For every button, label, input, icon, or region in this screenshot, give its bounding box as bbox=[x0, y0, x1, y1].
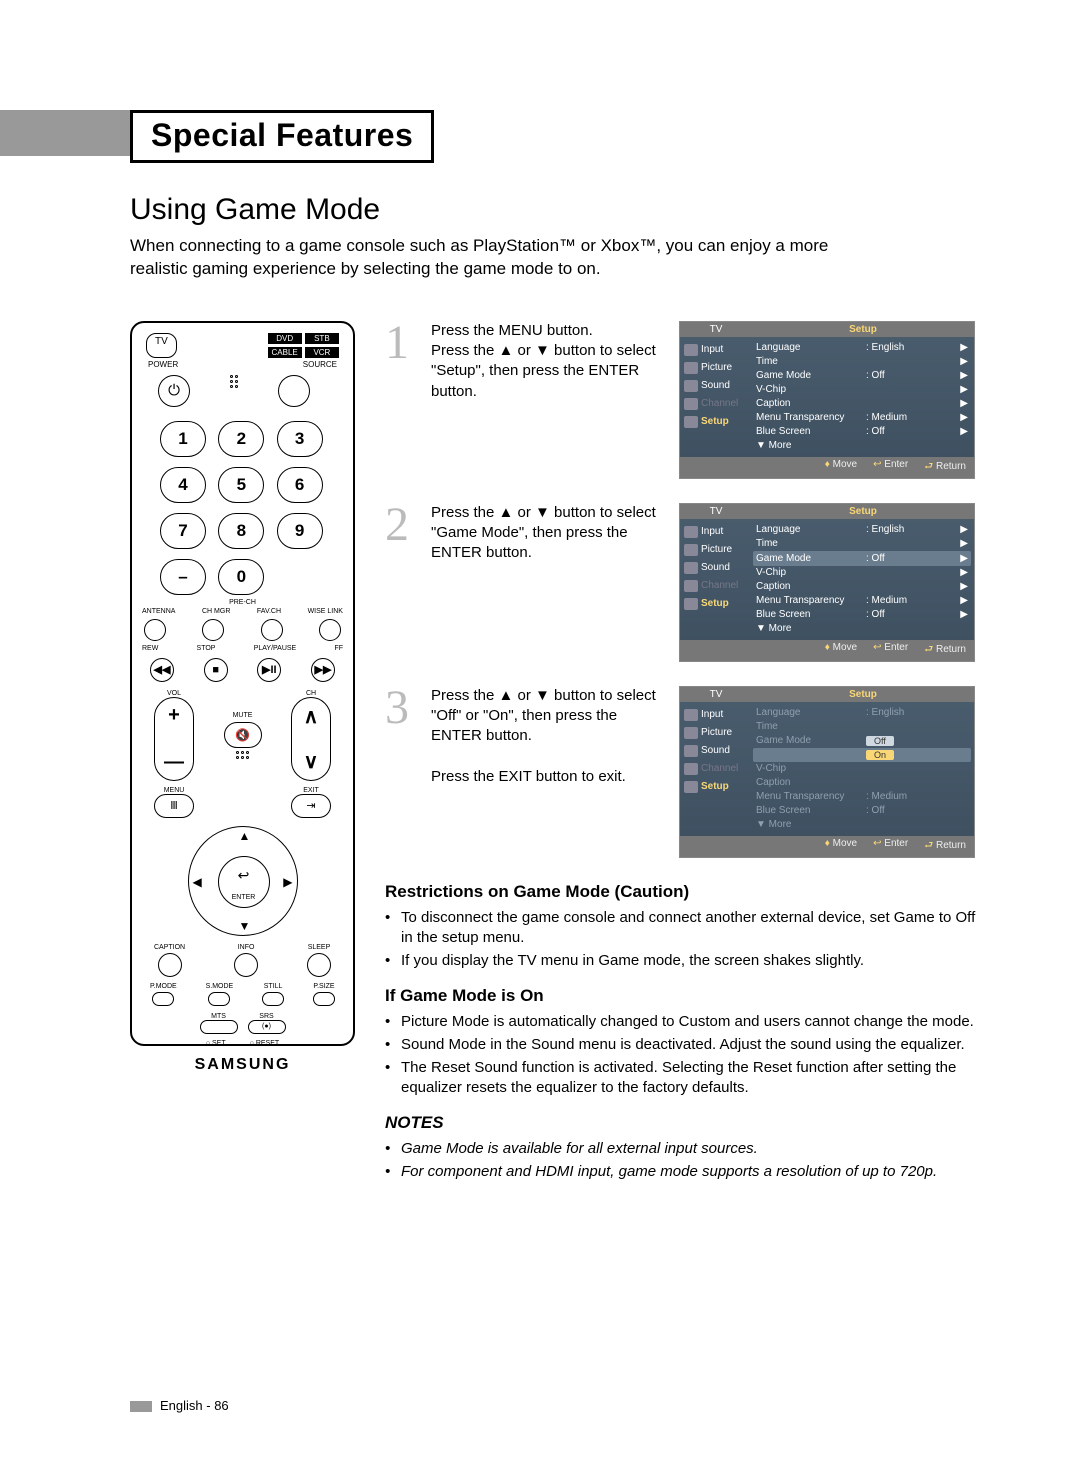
dpad: ▲▼◀▶ ENTER bbox=[188, 826, 298, 936]
exit-button: ⇥ bbox=[291, 794, 331, 818]
mute-button: 🔇 bbox=[224, 722, 262, 748]
step-text: Press the ▲ or ▼ button to select "Off" … bbox=[431, 686, 661, 858]
mode-grid: DVD STB CABLE VCR bbox=[268, 333, 339, 358]
tv-chip: TV bbox=[146, 333, 177, 358]
power-button: ⏻ bbox=[158, 375, 190, 407]
list-item: Picture Mode is automatically changed to… bbox=[385, 1012, 980, 1032]
step: 3 Press the ▲ or ▼ button to select "Off… bbox=[385, 686, 980, 858]
ifon-list: Picture Mode is automatically changed to… bbox=[385, 1012, 980, 1099]
menu-button: Ⅲ bbox=[154, 794, 194, 818]
brand-label: SAMSUNG bbox=[132, 1050, 353, 1074]
vol-rocker: +— bbox=[154, 697, 194, 781]
content-column: 1 Press the MENU button.Press the ▲ or ▼… bbox=[385, 321, 980, 1185]
page: Special Features Using Game Mode When co… bbox=[0, 0, 1080, 1185]
page-footer: English - 86 bbox=[130, 1398, 229, 1413]
numpad: 1 2 3 4 5 6 7 8 9 – 0 bbox=[132, 417, 353, 599]
chapter-title-box: Special Features bbox=[130, 110, 434, 163]
section-title: Using Game Mode bbox=[130, 193, 980, 227]
restrictions-list: To disconnect the game console and conne… bbox=[385, 908, 980, 972]
osd-screenshot: TVSetup InputPictureSoundChannelSetupLan… bbox=[679, 503, 975, 662]
step-number: 2 bbox=[385, 503, 417, 662]
led-dots bbox=[230, 375, 238, 407]
list-item: To disconnect the game console and conne… bbox=[385, 908, 980, 949]
step-text: Press the ▲ or ▼ button to select "Game … bbox=[431, 503, 661, 662]
page-tab bbox=[0, 110, 130, 156]
ch-rocker: ∧∨ bbox=[291, 697, 331, 781]
osd-screenshot: TVSetup InputPictureSoundChannelSetupLan… bbox=[679, 321, 975, 479]
ifon-heading: If Game Mode is On bbox=[385, 986, 980, 1006]
remote-illustration: TV DVD STB CABLE VCR POWERSOURCE ⏻ 1 bbox=[130, 321, 355, 1046]
list-item: Game Mode is available for all external … bbox=[385, 1139, 980, 1159]
list-item: Sound Mode in the Sound menu is deactiva… bbox=[385, 1035, 980, 1055]
osd-screenshot: TVSetup InputPictureSoundChannelSetupLan… bbox=[679, 686, 975, 858]
list-item: If you display the TV menu in Game mode,… bbox=[385, 951, 980, 971]
notes-heading: NOTES bbox=[385, 1113, 980, 1133]
step-text: Press the MENU button.Press the ▲ or ▼ b… bbox=[431, 321, 661, 479]
enter-button: ENTER bbox=[218, 856, 270, 908]
step: 2 Press the ▲ or ▼ button to select "Gam… bbox=[385, 503, 980, 662]
intro-paragraph: When connecting to a game console such a… bbox=[130, 235, 850, 281]
step-number: 1 bbox=[385, 321, 417, 479]
list-item: For component and HDMI input, game mode … bbox=[385, 1162, 980, 1182]
list-item: The Reset Sound function is activated. S… bbox=[385, 1058, 980, 1099]
source-button bbox=[278, 375, 310, 407]
chapter-title: Special Features bbox=[151, 117, 413, 154]
restrictions-heading: Restrictions on Game Mode (Caution) bbox=[385, 882, 980, 902]
step: 1 Press the MENU button.Press the ▲ or ▼… bbox=[385, 321, 980, 479]
notes-list: Game Mode is available for all external … bbox=[385, 1139, 980, 1183]
step-number: 3 bbox=[385, 686, 417, 858]
